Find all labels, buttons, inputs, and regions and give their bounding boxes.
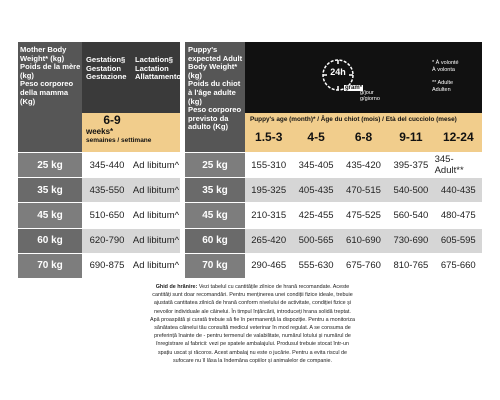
value-cell: 675-760 (339, 252, 388, 278)
unit-translations: g/jour g/giorno (360, 90, 380, 102)
value-cell: 345-Adult** (434, 152, 482, 178)
value-cell: 675-660 (434, 252, 482, 278)
value-cell: Ad libitum^ (132, 177, 180, 203)
puppy-unit-header (245, 42, 482, 113)
puppy-weight-label: Puppy's expected Adult Body Weight* (kg)… (188, 45, 245, 132)
value-cell: 470-515 (339, 177, 388, 203)
weight-cell: 70 kg (18, 252, 82, 278)
weight-cell: 35 kg (18, 177, 82, 203)
weight-cell: 70 kg (185, 252, 245, 278)
unit-translation: g/jour (360, 90, 374, 96)
value-cell: Ad libitum^ (132, 202, 180, 228)
mother-weight-label-line: Mother Body Weight* (kg) (20, 45, 67, 63)
legend-line: À volonta (432, 66, 455, 73)
icon-label: 24h (330, 67, 346, 77)
value-cell: 265-420 (245, 227, 293, 253)
mother-weight-label-line: Peso corporeo della mamma (Kg) (20, 79, 74, 106)
footnote: Ghid de hrănire: Vezi tabelul cu cantită… (150, 283, 355, 365)
value-cell: 345-405 (292, 152, 340, 178)
value-cell: 690-875 (82, 252, 132, 278)
mother-weight-header (18, 42, 82, 152)
gestation-label-line: Gestazione (86, 72, 127, 82)
value-cell: 405-435 (292, 177, 340, 203)
age: 6-8 (354, 130, 373, 144)
lactation-label-line: Allattamento (135, 72, 181, 82)
age-label: Puppy's age (month)* / Âge du chiot (moi… (250, 116, 457, 123)
footnote-text: Vezi tabelul cu cantitățile zilnice de h… (150, 284, 355, 364)
value-cell: 620-790 (82, 227, 132, 253)
puppy-weight-label-line: Puppy's expected Adult Body Weight* (kg) (188, 45, 243, 80)
age: 9-11 (399, 130, 423, 144)
weight-cell: 25 kg (185, 152, 245, 178)
value-cell: 500-565 (292, 227, 340, 253)
gestation-label-line: Gestation§ (86, 55, 126, 64)
value-cell: 605-595 (434, 227, 482, 253)
period-box (82, 113, 180, 152)
legend-line: Adulten (432, 86, 451, 93)
lactation-label-line: Lactation§ (135, 55, 173, 64)
value-cell: 435-420 (339, 152, 388, 178)
value-cell: Ad libitum^ (132, 152, 180, 178)
value-cell: 475-525 (339, 202, 388, 228)
value-cell: 510-650 (82, 202, 132, 228)
value-cell: 210-315 (245, 202, 293, 228)
age: 1.5-3 (255, 130, 283, 144)
mother-phase-header (82, 42, 180, 113)
value-cell: 730-690 (387, 227, 435, 253)
mother-weight-label: Mother Body Weight* (kg) Poids de la mère… (20, 45, 82, 106)
mother-weight-label-line: Poids de la mère (kg) (20, 62, 81, 80)
gestation-label: Gestation§ Gestation Gestazione (86, 55, 134, 82)
weight-cell: 35 kg (185, 177, 245, 203)
lactation-label-line: Lactation (135, 63, 169, 73)
value-cell: 155-310 (245, 152, 293, 178)
footnote-title: Ghid de hrănire: (155, 284, 198, 290)
unit: gram* (344, 85, 364, 91)
value-cell: 555-630 (292, 252, 340, 278)
clock-icon (322, 59, 354, 91)
legend-line: * À volonté (432, 60, 459, 66)
weight-cell: 45 kg (185, 202, 245, 228)
value-cell: 195-325 (245, 177, 293, 203)
value-cell: 480-475 (434, 202, 482, 228)
value-cell: 290-465 (245, 252, 293, 278)
value-cell: 435-550 (82, 177, 132, 203)
period-translations: semaines / settimane (86, 137, 152, 144)
age: 12-24 (442, 130, 474, 144)
legend-line: ** Adulte (432, 80, 454, 86)
lactation-label: Lactation§ Lactation Allattamento (135, 55, 181, 82)
value-cell: 440-435 (434, 177, 482, 203)
value-cell: 395-375 (387, 152, 435, 178)
weight-cell: 45 kg (18, 202, 82, 228)
value-cell: Ad libitum^ (132, 227, 180, 253)
unit-translation: g/giorno (360, 96, 380, 102)
weight-cell: 60 kg (18, 227, 82, 253)
weight-cell: 60 kg (185, 227, 245, 253)
value-cell: Ad libitum^ (132, 252, 180, 278)
value-cell: 810-765 (387, 252, 435, 278)
period-unit: weeks* (86, 127, 114, 136)
age-header (245, 113, 482, 152)
puppy-weight-header (185, 42, 245, 152)
value-cell: 540-500 (387, 177, 435, 203)
weight-cell: 25 kg (18, 152, 82, 178)
value-cell: 425-455 (292, 202, 340, 228)
value-cell: 560-540 (387, 202, 435, 228)
value-cell: 345-440 (82, 152, 132, 178)
period: 6-9 (103, 113, 121, 127)
puppy-weight-label-line: Poids du chiot à l'âge adulte (kg) (188, 79, 241, 106)
value-cell: 610-690 (339, 227, 388, 253)
age: 4-5 (307, 130, 325, 144)
gestation-label-line: Gestation (86, 63, 122, 73)
legend: * À volonté À volonta ** Adulte Adulten (432, 60, 459, 93)
puppy-weight-label-line: Peso corporeo previsto da adulto (Kg) (188, 105, 242, 132)
